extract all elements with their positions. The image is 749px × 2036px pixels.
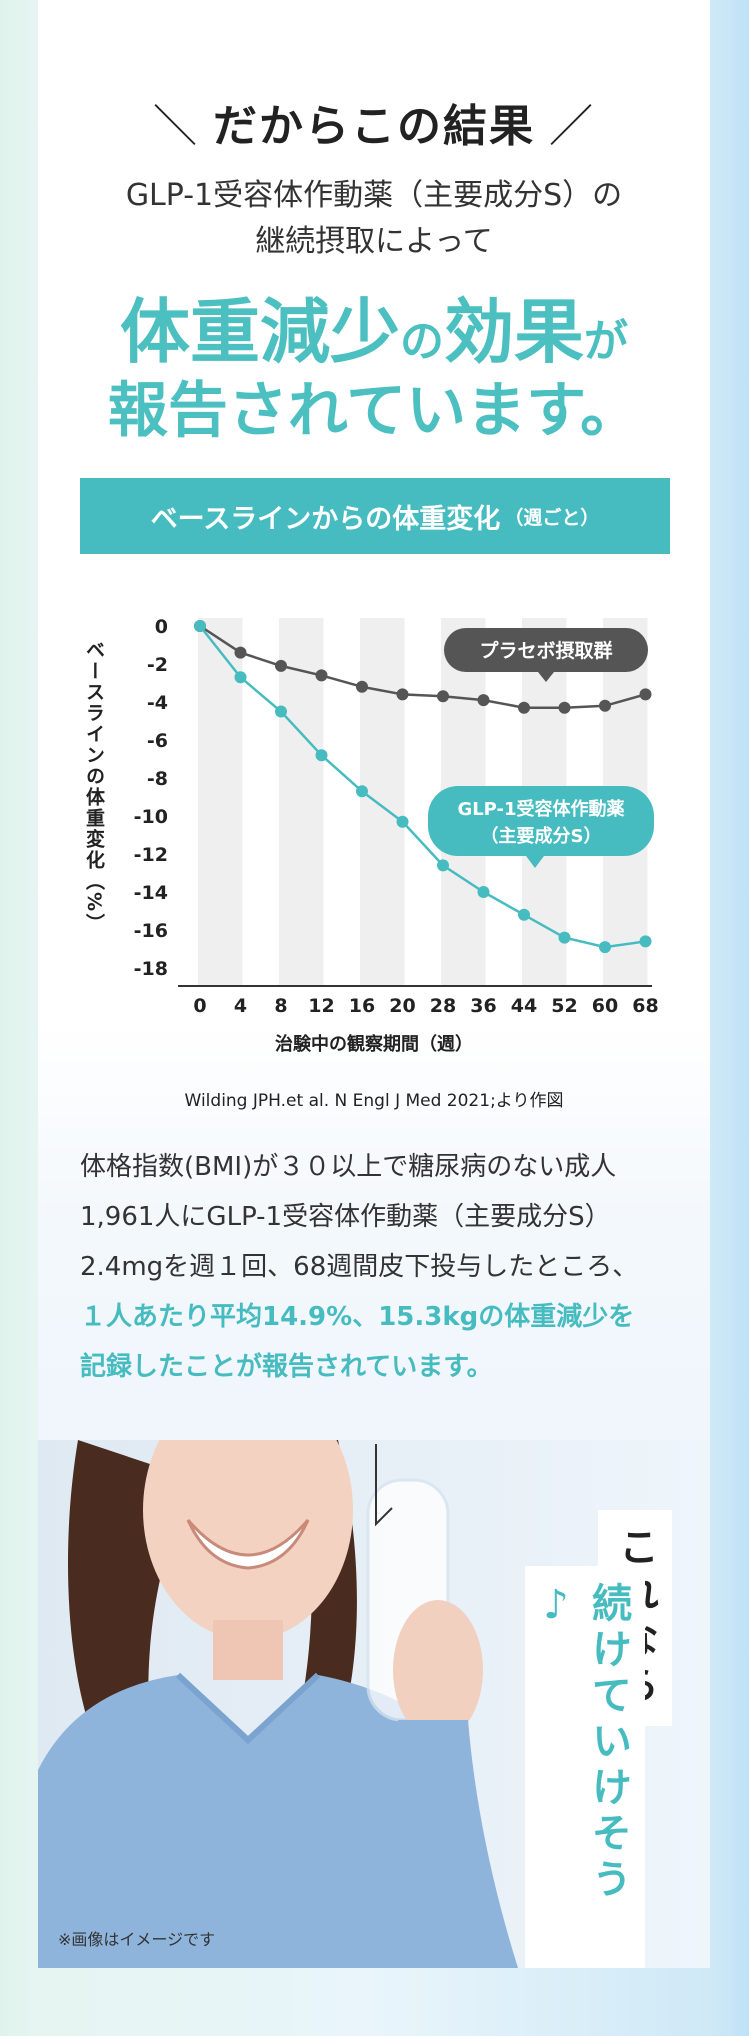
placebo-label-bubble: [444, 628, 648, 672]
section-heading: ＼ だからこの結果 ／: [38, 90, 710, 154]
data-point: [639, 935, 652, 948]
x-tick-label: 4: [234, 995, 247, 1017]
y-tick-label: -16: [134, 920, 168, 942]
y-tick-label: -12: [134, 844, 168, 866]
headline-part-b: の: [400, 316, 444, 367]
data-point: [639, 688, 652, 701]
drug-label-bubble: [428, 786, 654, 856]
chart-banner: ベースラインからの体重変化 （週ごと）: [80, 478, 670, 554]
headline-line-2: 報告されています。: [107, 376, 641, 446]
y-tick-label: -6: [147, 730, 168, 752]
placebo-label-text: プラセボ摂取群: [479, 639, 612, 662]
y-tick-label: -14: [134, 882, 168, 904]
data-point: [599, 699, 611, 712]
drug-label-text-1: GLP-1受容体作動薬: [457, 798, 624, 820]
data-point: [558, 931, 571, 944]
data-point: [275, 659, 287, 672]
x-tick-label: 12: [308, 995, 334, 1017]
weight-change-chart: 0 -2 -4 -6 -8 -10 -12 -14 -16 -18 0 4 8 12 16 20 28 36 44 5…: [83, 616, 659, 1055]
heading-text: だからこの結果: [213, 101, 535, 152]
data-point: [356, 785, 368, 798]
headline-part-a: 体重減少: [120, 291, 400, 373]
x-tick-label: 16: [349, 995, 375, 1017]
x-tick-label: 20: [389, 995, 415, 1017]
data-point: [234, 671, 247, 684]
x-tick-label: 68: [632, 995, 658, 1017]
data-point: [275, 705, 287, 718]
banner-text: ベースラインからの体重変化: [150, 503, 501, 535]
headline-line-1: 体重減少の効果が: [38, 276, 710, 377]
body-text: 体格指数(BMI)が３０以上で糖尿病のない成人 1,961人にGLP-1受容体作…: [80, 1142, 700, 1392]
body-line-3: 2.4mgを週１回、68週間皮下投与したところ、: [80, 1252, 639, 1282]
x-tick-label: 52: [551, 995, 577, 1017]
series-line-1: [199, 625, 646, 949]
x-tick-label: 60: [592, 995, 618, 1017]
photo-area: これなら 続けていけそう♪ ※画像はイメージです: [38, 1440, 710, 1968]
data-point: [396, 688, 409, 701]
data-point: [518, 908, 530, 921]
series-line-0: [199, 624, 646, 709]
headline-part-d: が: [584, 316, 628, 367]
y-tick-label: 0: [155, 616, 168, 638]
subtitle-line-1: GLP-1受容体作動薬（主要成分S）の: [125, 178, 623, 213]
data-point: [356, 680, 368, 693]
x-axis-label: 治験中の観察期間（週）: [275, 1033, 473, 1055]
x-tick-label: 8: [274, 995, 287, 1017]
x-tick-label: 28: [430, 995, 456, 1017]
headline-part-c: 効果: [444, 291, 584, 373]
data-point: [194, 620, 206, 632]
body-highlight-1: １人あたり平均14.9%、15.3kgの体重減少を: [80, 1302, 635, 1332]
data-point: [437, 690, 449, 703]
speech-pointer: [375, 1444, 393, 1527]
data-point: [518, 701, 530, 714]
data-point: [477, 694, 490, 707]
y-tick-label: -2: [147, 654, 168, 676]
data-point: [396, 815, 409, 828]
body-line-1: 体格指数(BMI)が３０以上で糖尿病のない成人: [80, 1152, 617, 1182]
grid-band: [279, 618, 324, 986]
data-point: [315, 669, 328, 682]
x-tick-label: 44: [511, 995, 537, 1017]
drug-label-text-2: （主要成分S）: [481, 825, 602, 847]
y-tick-label: -8: [147, 768, 168, 790]
bubble-text-2: 続けていけそう♪: [525, 1566, 645, 1968]
data-point: [234, 646, 247, 659]
body-line-2: 1,961人にGLP-1受容体作動薬（主要成分S）: [80, 1202, 611, 1232]
y-tick-label: -10: [134, 806, 168, 828]
data-point: [315, 749, 328, 762]
slash-left: ＼: [153, 101, 199, 152]
data-point: [558, 701, 571, 714]
data-point: [599, 941, 611, 954]
placebo-label-pointer: [538, 672, 554, 682]
data-point: [437, 859, 449, 872]
body-highlight-2: 記録したことが報告されています。: [80, 1352, 493, 1382]
main-panel: ＼ だからこの結果／ GLP-1受容体作動薬（主要成分S）の 継続摂取によって 体…: [38, 0, 710, 1968]
data-point: [477, 886, 490, 898]
image-note: ※画像はイメージです: [58, 1930, 216, 1949]
grid-band: [360, 618, 405, 986]
x-tick-label: 0: [193, 995, 206, 1017]
x-tick-label: 36: [470, 995, 496, 1017]
y-tick-label: -4: [147, 692, 168, 714]
banner-paren: （週ごと）: [504, 506, 600, 529]
slash-right: ／: [549, 101, 595, 152]
y-axis-label: ベースラインの体重変化（%）: [83, 640, 105, 934]
subtitle-line-2: 継続摂取によって: [255, 224, 493, 259]
drug-label-pointer: [526, 856, 544, 868]
y-tick-label: -18: [134, 958, 168, 980]
citation: Wilding JPH.et al. N Engl J Med 2021;より作…: [184, 1091, 564, 1111]
